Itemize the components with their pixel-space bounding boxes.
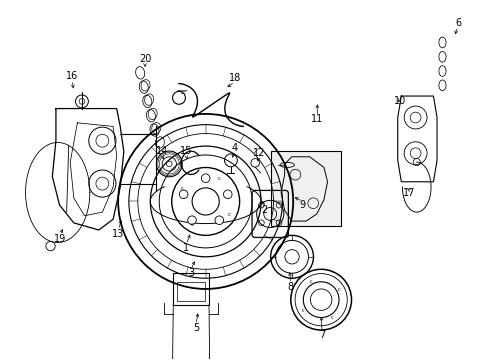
Text: c: c (190, 222, 193, 227)
Text: 16: 16 (66, 71, 78, 81)
Text: 14: 14 (156, 147, 168, 157)
Text: 8: 8 (287, 282, 293, 292)
Bar (271, 199, 275, 201)
Text: 2: 2 (260, 205, 266, 215)
Text: 9: 9 (299, 200, 305, 210)
Text: 19: 19 (54, 234, 66, 244)
Text: c: c (217, 176, 220, 181)
Circle shape (179, 190, 187, 199)
Bar (271, 152, 340, 226)
Text: c: c (337, 287, 340, 292)
Text: 11: 11 (310, 114, 323, 124)
Text: 4: 4 (231, 143, 237, 153)
Circle shape (223, 190, 232, 199)
Text: 12: 12 (252, 148, 264, 158)
Text: c: c (227, 212, 230, 217)
Text: 15: 15 (180, 147, 192, 157)
Text: c: c (301, 308, 304, 313)
Bar (173, 273, 208, 305)
Text: 13: 13 (112, 229, 124, 239)
Text: 17: 17 (403, 188, 415, 198)
Text: 10: 10 (393, 96, 405, 107)
Text: 1: 1 (183, 243, 189, 253)
Text: 3: 3 (188, 268, 194, 278)
Text: 20: 20 (139, 54, 151, 64)
Circle shape (187, 216, 196, 225)
Text: 18: 18 (228, 73, 241, 83)
Circle shape (201, 174, 209, 183)
Text: c: c (309, 279, 311, 284)
Text: 6: 6 (454, 18, 460, 28)
Text: c: c (330, 315, 332, 320)
Circle shape (215, 216, 223, 225)
Text: c: c (181, 185, 183, 190)
Bar (278, 195, 283, 197)
Bar (177, 282, 205, 301)
Text: 7: 7 (318, 330, 325, 341)
Text: 5: 5 (192, 323, 199, 333)
